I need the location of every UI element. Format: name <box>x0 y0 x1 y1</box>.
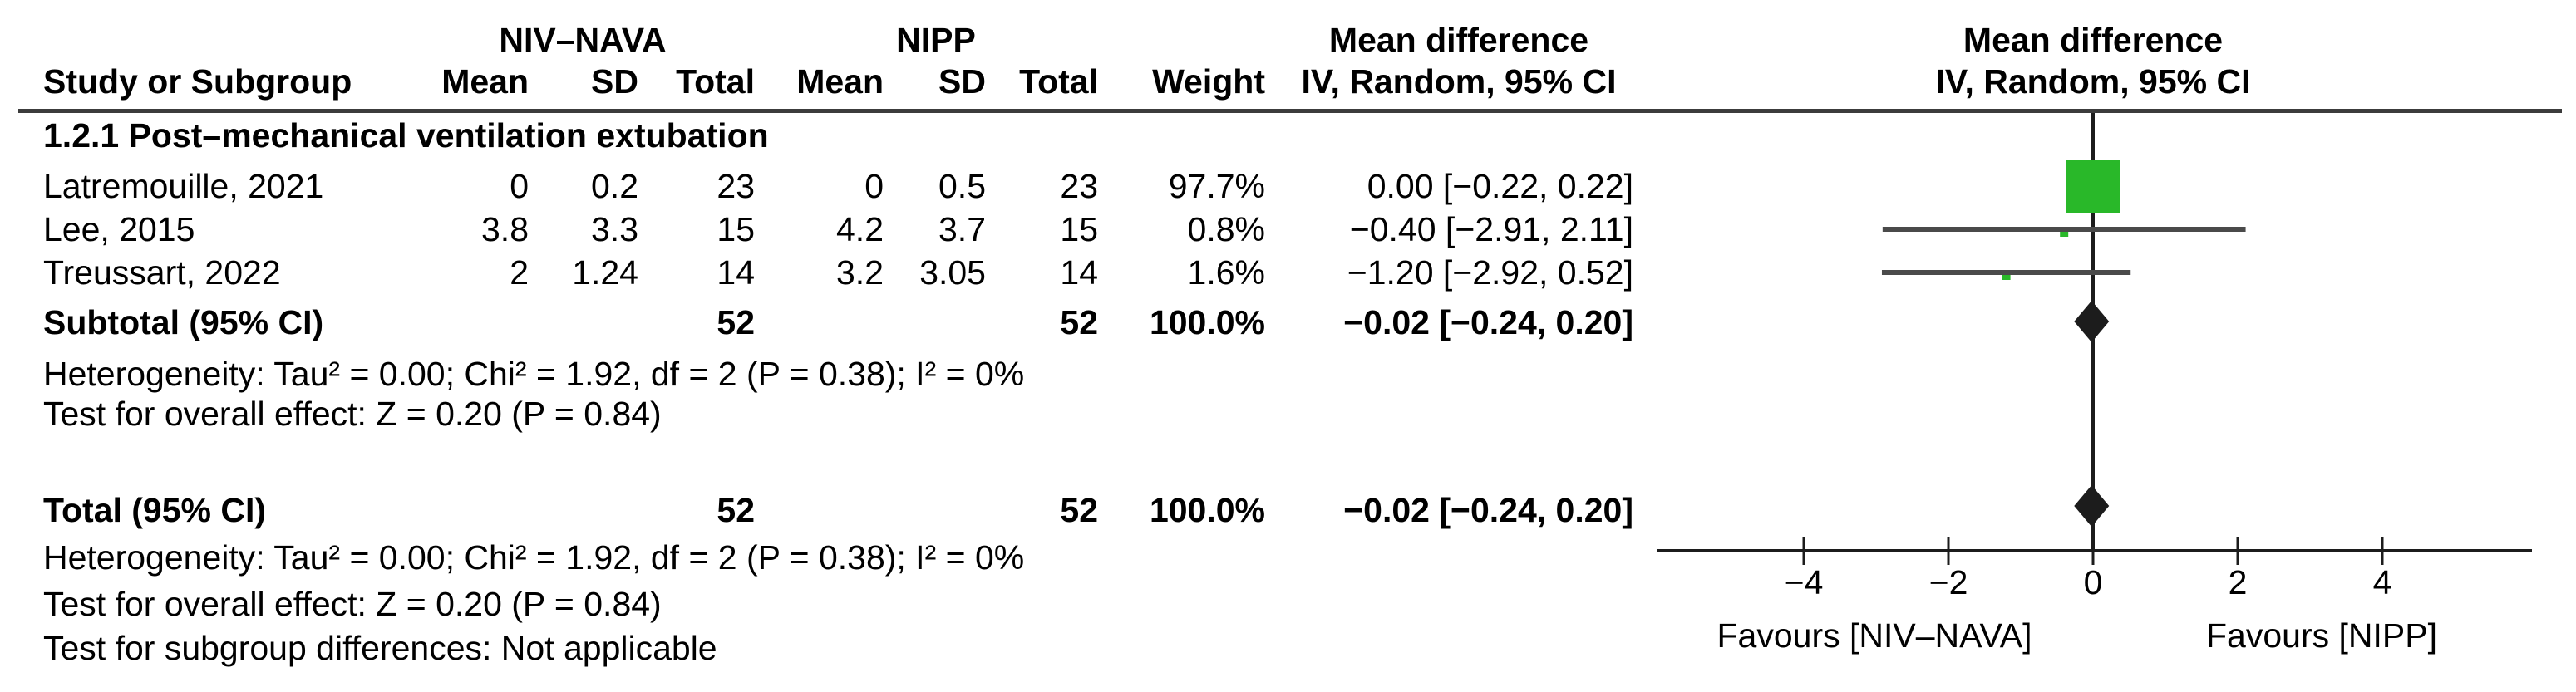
cell-nava-total: 15 <box>717 210 755 248</box>
plot-subtitle: IV, Random, 95% CI <box>1935 62 2251 101</box>
cell-nava-total: 14 <box>717 253 755 292</box>
effect-column-title: Mean difference <box>1328 21 1589 59</box>
cell-nava-mean: 2 <box>510 253 529 292</box>
total-diamond <box>2074 485 2110 527</box>
row-label: Lee, 2015 <box>43 210 195 248</box>
favours-left-label: Favours [NIV–NAVA] <box>1717 616 2032 655</box>
cell-weight: 0.8% <box>1187 210 1265 248</box>
cell-nava-total: 52 <box>717 491 755 529</box>
cell-nipp-total: 52 <box>1060 491 1098 529</box>
axis-tick-label: −4 <box>1784 563 1824 601</box>
cell-ci-text: −0.02 [−0.24, 0.20] <box>1343 303 1633 341</box>
study-point-marker <box>2060 228 2069 237</box>
cell-nipp-sd: 0.5 <box>938 167 986 205</box>
col-header-study: Study or Subgroup <box>43 62 352 101</box>
favours-right-label: Favours [NIPP] <box>2206 616 2437 655</box>
subgroup-title: 1.2.1 Post–mechanical ventilation extuba… <box>43 116 769 155</box>
axis-tick-label: 2 <box>2228 563 2248 601</box>
cell-nipp-total: 52 <box>1060 303 1098 341</box>
axis-tick-label: 4 <box>2372 563 2392 601</box>
axis-tick-label: 0 <box>2083 563 2103 601</box>
subgroup-heterogeneity: Heterogeneity: Tau² = 0.00; Chi² = 1.92,… <box>43 355 1025 393</box>
col-header-nava-mean: Mean <box>441 62 529 101</box>
cell-weight: 1.6% <box>1187 253 1265 292</box>
total-overall-effect: Test for overall effect: Z = 0.20 (P = 0… <box>43 585 662 623</box>
group-header-niv-nava: NIV–NAVA <box>499 21 667 59</box>
row-label: Total (95% CI) <box>43 491 267 529</box>
cell-weight: 100.0% <box>1149 303 1265 341</box>
cell-ci-text: −0.40 [−2.91, 2.11] <box>1349 210 1633 248</box>
axis-tick-label: −2 <box>1928 563 1968 601</box>
cell-nipp-mean: 3.2 <box>836 253 884 292</box>
cell-nava-mean: 3.8 <box>481 210 529 248</box>
col-header-weight: Weight <box>1152 62 1265 101</box>
cell-weight: 97.7% <box>1168 167 1265 205</box>
col-header-nipp-total: Total <box>1019 62 1098 101</box>
subgroup-differences: Test for subgroup differences: Not appli… <box>43 629 717 667</box>
study-point-marker <box>2002 272 2011 280</box>
cell-nava-total: 23 <box>717 167 755 205</box>
col-header-nava-total: Total <box>676 62 755 101</box>
col-header-nava-sd: SD <box>591 62 638 101</box>
total-heterogeneity: Heterogeneity: Tau² = 0.00; Chi² = 1.92,… <box>43 538 1025 577</box>
cell-nipp-total: 14 <box>1060 253 1098 292</box>
col-header-nipp-mean: Mean <box>796 62 884 101</box>
plot-title: Mean difference <box>1963 21 2224 59</box>
col-header-nipp-sd: SD <box>938 62 986 101</box>
cell-nipp-total: 15 <box>1060 210 1098 248</box>
row-label: Treussart, 2022 <box>43 253 281 292</box>
cell-nipp-mean: 0 <box>864 167 884 205</box>
header-separator-line <box>18 109 2562 113</box>
row-label: Latremouille, 2021 <box>43 167 324 205</box>
cell-ci-text: −1.20 [−2.92, 0.52] <box>1347 253 1633 292</box>
cell-nava-sd: 1.24 <box>572 253 638 292</box>
cell-nava-total: 52 <box>717 303 755 341</box>
study-point-marker <box>2066 160 2120 213</box>
cell-ci-text: 0.00 [−0.22, 0.22] <box>1367 167 1633 205</box>
subtotal-diamond <box>2074 301 2110 342</box>
cell-nipp-total: 23 <box>1060 167 1098 205</box>
effect-column-subtitle: IV, Random, 95% CI <box>1301 62 1617 101</box>
row-label: Subtotal (95% CI) <box>43 303 324 341</box>
group-header-nipp: NIPP <box>896 21 976 59</box>
cell-nava-mean: 0 <box>510 167 529 205</box>
cell-ci-text: −0.02 [−0.24, 0.20] <box>1343 491 1633 529</box>
cell-nipp-mean: 4.2 <box>836 210 884 248</box>
cell-nava-sd: 3.3 <box>591 210 638 248</box>
cell-weight: 100.0% <box>1149 491 1265 529</box>
cell-nava-sd: 0.2 <box>591 167 638 205</box>
cell-nipp-sd: 3.7 <box>938 210 986 248</box>
subgroup-overall-effect: Test for overall effect: Z = 0.20 (P = 0… <box>43 395 662 433</box>
cell-nipp-sd: 3.05 <box>919 253 986 292</box>
